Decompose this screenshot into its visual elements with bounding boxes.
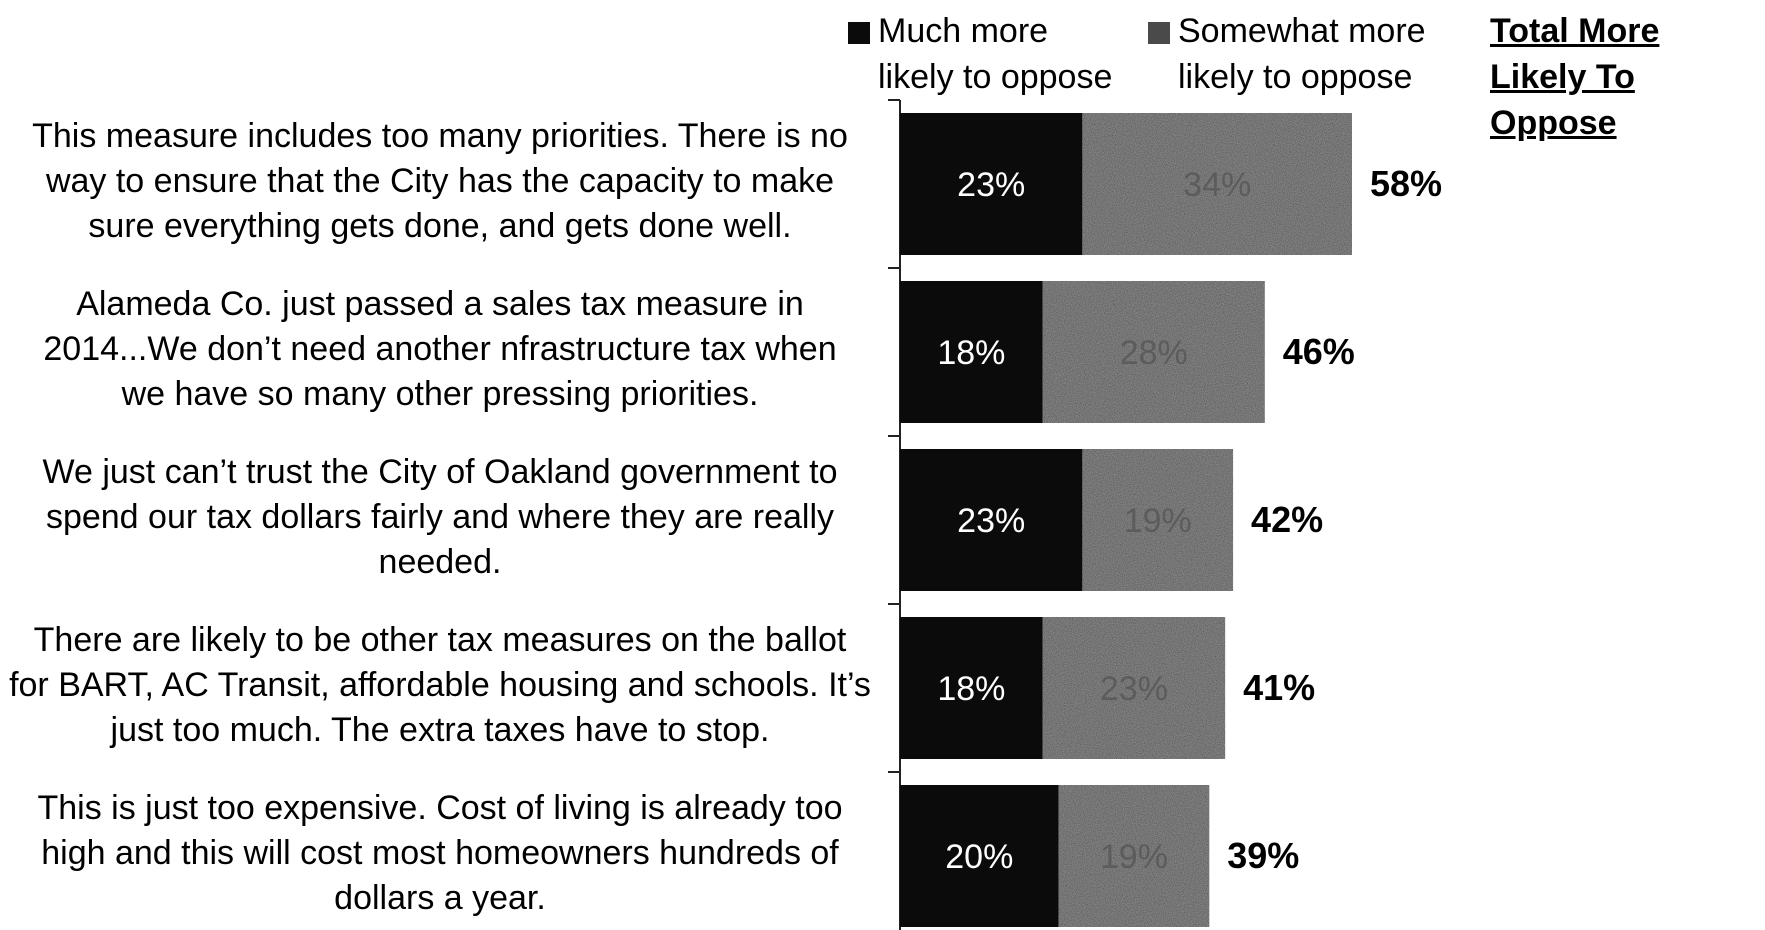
data-label-somewhat-more: 19% [1100, 838, 1168, 876]
bar-much-more [900, 113, 1083, 255]
legend-total-header: Total More Likely To Oppose [1490, 8, 1765, 146]
legend-total-label-2: Likely To Oppose [1490, 58, 1635, 142]
category-label-line: high and this will cost most homeowners … [41, 834, 839, 872]
data-label-much-more: 18% [937, 670, 1005, 708]
legend-label-much-1: Much more [878, 12, 1049, 50]
category-label: Alameda Co. just passed a sales tax meas… [0, 282, 880, 417]
category-label: There are likely to be other tax measure… [0, 618, 880, 753]
bar-somewhat-more [1058, 785, 1210, 927]
data-label-much-more: 20% [945, 838, 1013, 876]
category-label: We just can’t trust the City of Oakland … [0, 450, 880, 585]
data-label-much-more: 18% [937, 334, 1005, 372]
data-label-much-more: 23% [957, 502, 1025, 540]
category-label-line: we have so many other pressing prioritie… [121, 375, 759, 413]
legend-swatch-much [848, 22, 870, 44]
category-label-line: needed. [378, 543, 502, 581]
category-label-line: way to ensure that the City has the capa… [45, 162, 835, 200]
legend-label-somewhat-2: likely to oppose [1178, 58, 1413, 96]
category-label: This is just too expensive. Cost of livi… [0, 786, 880, 921]
category-label-line: 2014...We don’t need another nfrastructu… [43, 330, 837, 368]
total-label: 39% [1227, 835, 1299, 876]
legend-swatch-somewhat [1148, 22, 1170, 44]
legend-label-somewhat-1: Somewhat more [1178, 12, 1426, 50]
data-label-much-more: 23% [957, 166, 1025, 204]
bar-somewhat-more [1082, 449, 1234, 591]
legend-total-label-1: Total More [1490, 12, 1660, 50]
bar-somewhat-more [1042, 281, 1265, 423]
total-label: 42% [1251, 499, 1323, 540]
category-label-line: just too much. The extra taxes have to s… [110, 711, 770, 749]
data-label-somewhat-more: 19% [1124, 502, 1192, 540]
category-label-line: sure everything gets done, and gets done… [88, 207, 792, 245]
data-label-somewhat-more: 23% [1100, 670, 1168, 708]
bar-much-more [900, 449, 1083, 591]
bar-much-more [900, 281, 1043, 423]
data-label-somewhat-more: 34% [1183, 166, 1251, 204]
bar-much-more [900, 617, 1043, 759]
data-label-somewhat-more: 28% [1120, 334, 1188, 372]
bar-much-more [900, 785, 1059, 927]
category-label: This measure includes too many prioritie… [0, 114, 880, 249]
total-label: 46% [1283, 331, 1355, 372]
category-label-line: dollars a year. [334, 879, 546, 917]
legend-item-somewhat: Somewhat more likely to oppose [1148, 8, 1426, 100]
total-label: 58% [1370, 163, 1442, 204]
category-label-line: We just can’t trust the City of Oakland … [42, 453, 838, 491]
category-label-line: This is just too expensive. Cost of livi… [37, 789, 843, 827]
category-label-line: for BART, AC Transit, affordable housing… [9, 666, 871, 704]
category-label-line: Alameda Co. just passed a sales tax meas… [76, 285, 804, 323]
bar-somewhat-more [1082, 113, 1353, 255]
total-label: 41% [1243, 667, 1315, 708]
category-label-line: There are likely to be other tax measure… [33, 621, 847, 659]
category-label-line: spend our tax dollars fairly and where t… [45, 498, 835, 536]
category-label-line: This measure includes too many prioritie… [32, 117, 848, 155]
legend-label-much-2: likely to oppose [878, 58, 1113, 96]
legend-item-much: Much more likely to oppose [848, 8, 1112, 100]
bar-somewhat-more [1042, 617, 1226, 759]
